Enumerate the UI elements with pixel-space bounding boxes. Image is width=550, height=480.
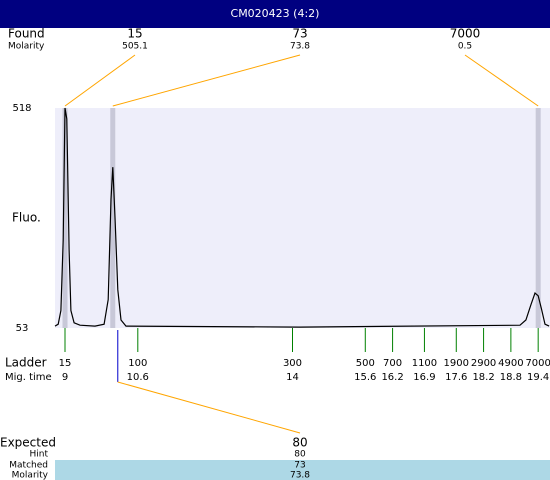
matched-value: 73 — [294, 461, 305, 471]
plot-area — [55, 108, 550, 328]
ladder-time: 17.6 — [445, 372, 467, 383]
ladder-size: 1100 — [412, 358, 437, 369]
ladder-size: 500 — [356, 358, 375, 369]
molarity-label: Molarity — [8, 42, 45, 52]
hint-label: Hint — [29, 450, 48, 460]
y-tick-label: 53 — [16, 323, 29, 334]
molarity-value: 73.8 — [290, 471, 310, 480]
ladder-size: 700 — [383, 358, 402, 369]
ladder-time: 16.2 — [381, 372, 403, 383]
peak-size: 15 — [127, 27, 142, 41]
ladder-time: 15.6 — [354, 372, 376, 383]
matched-label: Matched — [9, 461, 48, 471]
trace — [54, 107, 550, 328]
mig-time-label: Mig. time — [5, 372, 52, 383]
peak-molarity: 0.5 — [458, 42, 472, 52]
expected-connector — [117, 381, 301, 434]
ladder-size: 7000 — [525, 358, 550, 369]
peak-connector — [112, 54, 301, 107]
ladder-time: 18.8 — [500, 372, 522, 383]
ladder-time: 14 — [286, 372, 299, 383]
ladder-time: 10.6 — [127, 372, 149, 383]
ladder-size: 4900 — [498, 358, 523, 369]
ladder-size: 2900 — [471, 358, 496, 369]
peak-band — [535, 108, 541, 328]
ladder-time: 16.9 — [413, 372, 435, 383]
expected-value: 80 — [292, 436, 307, 450]
ladder-time: 19.4 — [527, 372, 549, 383]
y-tick-label: 518 — [12, 103, 31, 114]
ladder-time: 9 — [62, 372, 68, 383]
peak-size: 73 — [292, 27, 307, 41]
ladder-size: 300 — [283, 358, 302, 369]
expected-label: Expected — [0, 436, 56, 450]
title: CM020423 (4:2) — [231, 7, 320, 20]
title-bar — [0, 0, 550, 28]
ladder-size: 1900 — [444, 358, 469, 369]
y-axis-label: Fluo. — [12, 211, 41, 225]
matched-band — [55, 460, 550, 480]
peak-molarity: 73.8 — [290, 42, 310, 52]
hint-value: 80 — [294, 450, 306, 460]
peak-size: 7000 — [450, 27, 481, 41]
peak-band — [110, 108, 116, 328]
ladder-label: Ladder — [5, 356, 47, 370]
molarity-row-label: Molarity — [12, 471, 49, 480]
ladder-size: 100 — [128, 358, 147, 369]
peak-connector — [464, 54, 539, 107]
peak-band — [62, 108, 68, 328]
peak-connector — [64, 54, 136, 107]
found-label: Found — [8, 27, 45, 41]
ladder-size: 15 — [59, 358, 72, 369]
peak-molarity: 505.1 — [122, 42, 148, 52]
ladder-time: 18.2 — [472, 372, 494, 383]
